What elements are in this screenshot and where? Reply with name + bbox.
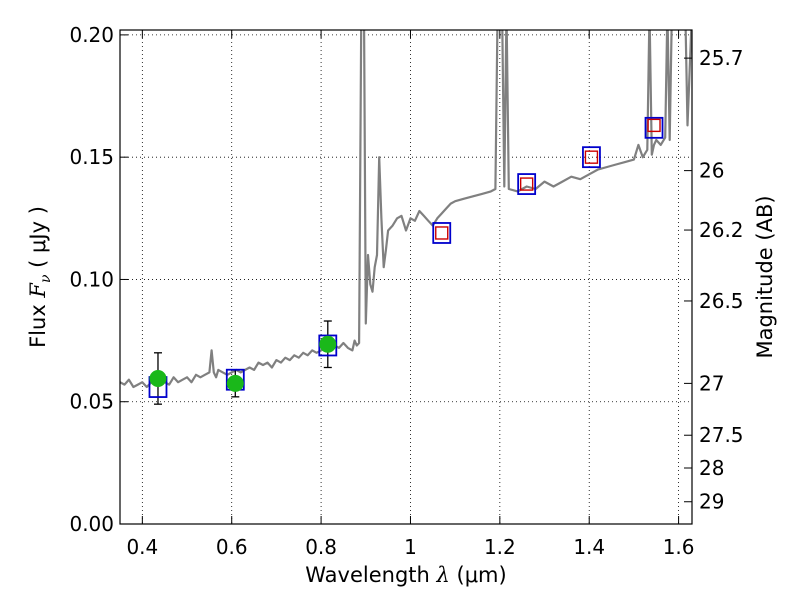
x-tick-label: 1.4 — [573, 535, 605, 559]
y-tick-label: 0.10 — [69, 267, 114, 291]
right-tick-label: 26.5 — [699, 289, 744, 313]
model-marker — [644, 116, 664, 139]
axes-ticks: 0.4 0.6 0.8 1 1.2 1.4 1.6 0.00 0.05 0.10 0.15 0.20 2… — [69, 23, 743, 559]
y-tick-label: 0.05 — [69, 390, 114, 414]
x-axis-label: Wavelength λ (μm) — [305, 563, 506, 587]
right-tick-label: 28 — [699, 456, 724, 480]
right-axis-label: Magnitude (AB) — [753, 195, 777, 358]
plot-frame — [119, 29, 693, 525]
y-tick-label: 0.00 — [69, 512, 114, 536]
grid — [120, 30, 692, 525]
x-tick-label: 1.2 — [484, 535, 516, 559]
y-tick-label: 0.15 — [69, 145, 114, 169]
spectrum-line — [120, 30, 692, 389]
right-tick-label: 26 — [699, 159, 724, 183]
x-tick-label: 0.4 — [126, 535, 158, 559]
upper-limit-marker — [435, 226, 449, 240]
model-marker — [432, 222, 452, 244]
upper-limit-marker — [584, 150, 599, 164]
right-tick-label: 29 — [699, 490, 724, 514]
right-tick-label: 26.2 — [699, 218, 744, 242]
right-tick-label: 25.7 — [699, 46, 744, 70]
model-marker — [517, 173, 537, 195]
upper-limit-marker — [647, 118, 661, 133]
right-tick-label: 27 — [699, 371, 724, 395]
x-tick-label: 1 — [404, 535, 417, 559]
x-tick-label: 0.8 — [305, 535, 337, 559]
observed-point — [149, 369, 167, 387]
observed-point — [319, 335, 337, 353]
x-tick-label: 0.6 — [216, 535, 248, 559]
right-tick-label: 27.5 — [699, 423, 744, 447]
plot-area — [120, 30, 692, 405]
x-tick-label: 1.6 — [663, 535, 695, 559]
y-tick-label: 0.20 — [69, 23, 114, 47]
upper-limit-marker — [519, 177, 534, 191]
y-axis-label: Flux Fν ( μJy ) — [26, 206, 54, 348]
observed-point — [226, 374, 244, 392]
model-marker — [582, 146, 601, 169]
model-marker — [318, 334, 338, 357]
